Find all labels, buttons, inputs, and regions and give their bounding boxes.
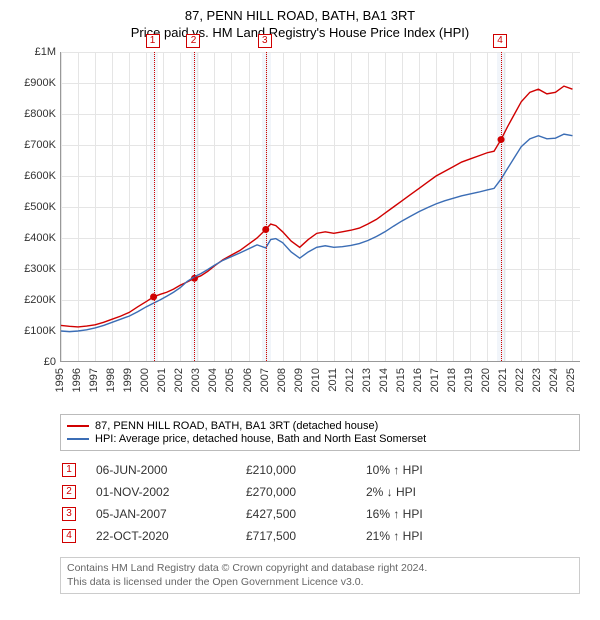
y-axis-label: £400K [12,232,56,244]
event-marker-box: 2 [186,34,200,48]
attribution-footer: Contains HM Land Registry data © Crown c… [60,557,580,594]
transaction-diff: 10% ↑ HPI [366,463,476,477]
y-axis-label: £1M [12,46,56,58]
transactions-table: 1 06-JUN-2000£210,00010% ↑ HPI 2 01-NOV-200… [60,459,580,547]
table-row: 1 06-JUN-2000£210,00010% ↑ HPI [60,459,580,481]
series-property [61,86,572,327]
x-axis-label: 2024 [548,368,560,392]
x-axis-label: 1999 [122,368,134,392]
x-axis-label: 1997 [88,368,100,392]
x-axis-label: 2008 [276,368,288,392]
x-axis-label: 2005 [224,368,236,392]
y-axis-label: £0 [12,356,56,368]
x-axis-label: 1995 [54,368,66,392]
legend-row: HPI: Average price, detached house, Bath… [67,433,573,445]
transaction-index: 2 [62,485,76,499]
x-axis-label: 2015 [395,368,407,392]
legend-swatch [67,438,89,440]
transaction-date: 22-OCT-2020 [96,529,246,543]
plot-area [60,52,580,362]
transaction-diff: 21% ↑ HPI [366,529,476,543]
x-axis-label: 2017 [429,368,441,392]
transaction-date: 05-JAN-2007 [96,507,246,521]
transaction-index: 1 [62,463,76,477]
x-axis-label: 2016 [412,368,424,392]
x-axis-label: 2007 [259,368,271,392]
x-axis-label: 2010 [310,368,322,392]
legend-box: 87, PENN HILL ROAD, BATH, BA1 3RT (detac… [60,414,580,451]
plot-svg [61,52,581,362]
title-address: 87, PENN HILL ROAD, BATH, BA1 3RT [10,8,590,23]
transaction-date: 01-NOV-2002 [96,485,246,499]
table-row: 2 01-NOV-2002£270,0002% ↓ HPI [60,481,580,503]
y-axis-label: £100K [12,325,56,337]
table-row: 3 05-JAN-2007£427,50016% ↑ HPI [60,503,580,525]
x-axis-label: 2000 [139,368,151,392]
x-axis-label: 2011 [327,368,339,392]
transaction-date: 06-JUN-2000 [96,463,246,477]
event-line [154,52,155,361]
footer-line2: This data is licensed under the Open Gov… [67,576,573,590]
legend-swatch [67,425,89,427]
event-line [194,52,195,361]
x-axis-label: 2004 [207,368,219,392]
y-axis-label: £500K [12,201,56,213]
x-axis-label: 2003 [190,368,202,392]
y-axis-label: £700K [12,139,56,151]
x-axis-label: 2001 [156,368,168,392]
table-row: 4 22-OCT-2020£717,50021% ↑ HPI [60,525,580,547]
y-axis-label: £800K [12,108,56,120]
transaction-price: £717,500 [246,529,366,543]
x-axis-label: 2021 [497,368,509,392]
x-axis-label: 2006 [242,368,254,392]
transaction-diff: 16% ↑ HPI [366,507,476,521]
transaction-index: 3 [62,507,76,521]
x-axis-label: 2014 [378,368,390,392]
x-axis-label: 2012 [344,368,356,392]
event-marker-box: 4 [493,34,507,48]
x-axis-label: 2018 [446,368,458,392]
y-axis-label: £900K [12,77,56,89]
chart-area: £0 £100K £200K £300K £400K £500K £600K £700K £80… [10,46,590,406]
x-axis-label: 2009 [293,368,305,392]
x-axis-label: 2013 [361,368,373,392]
y-axis-label: £600K [12,170,56,182]
x-axis-label: 2020 [480,368,492,392]
x-axis-label: 2025 [565,368,577,392]
x-axis-label: 2023 [531,368,543,392]
transaction-price: £427,500 [246,507,366,521]
event-marker-box: 3 [258,34,272,48]
x-axis-label: 2022 [514,368,526,392]
y-axis-label: £300K [12,263,56,275]
x-axis-label: 2019 [463,368,475,392]
event-marker-box: 1 [146,34,160,48]
page-container: 87, PENN HILL ROAD, BATH, BA1 3RT Price … [0,0,600,604]
x-axis-label: 2002 [173,368,185,392]
transaction-price: £210,000 [246,463,366,477]
x-axis-label: 1998 [105,368,117,392]
event-line [266,52,267,361]
x-axis-label: 1996 [71,368,83,392]
transaction-price: £270,000 [246,485,366,499]
event-line [501,52,502,361]
transaction-diff: 2% ↓ HPI [366,485,476,499]
y-axis-label: £200K [12,294,56,306]
legend-row: 87, PENN HILL ROAD, BATH, BA1 3RT (detac… [67,420,573,432]
legend-label: HPI: Average price, detached house, Bath… [95,433,426,445]
legend-label: 87, PENN HILL ROAD, BATH, BA1 3RT (detac… [95,420,378,432]
footer-line1: Contains HM Land Registry data © Crown c… [67,562,573,576]
transaction-index: 4 [62,529,76,543]
